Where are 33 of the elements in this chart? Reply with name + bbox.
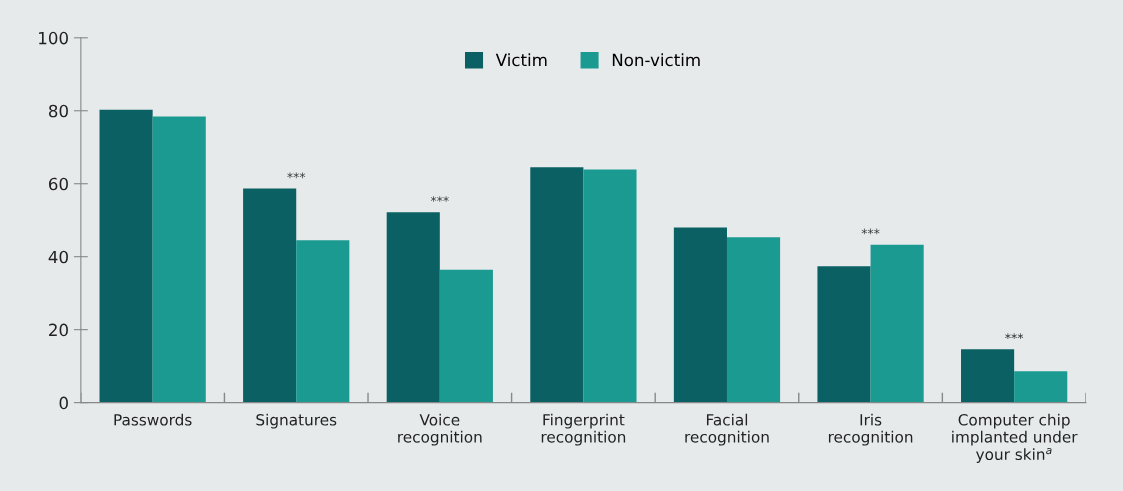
- bar: [386, 212, 440, 403]
- bar: [673, 227, 727, 403]
- y-tick-label: 60: [49, 177, 68, 191]
- y-tick-label: 20: [49, 323, 68, 337]
- legend-label: Non-victim: [612, 53, 700, 67]
- annotation: ***: [861, 228, 880, 235]
- annotation: ***: [1005, 333, 1024, 340]
- bar: [961, 349, 1015, 403]
- bar: [583, 169, 637, 403]
- bar: [1014, 371, 1068, 403]
- x-tick-label: Computer chip implanted under your skin$^{a}$: [952, 413, 1078, 464]
- annotation: ***: [287, 172, 306, 179]
- x-tick-label: Passwords: [114, 413, 192, 426]
- bar: [243, 188, 297, 403]
- y-tick-label: 100: [39, 31, 68, 45]
- y-tick-label: 0: [59, 396, 68, 410]
- bar: [99, 109, 153, 403]
- bar: [152, 116, 206, 403]
- bar: [726, 237, 781, 403]
- x-tick-label: Voice recognition: [398, 413, 482, 446]
- bar: [530, 167, 584, 403]
- x-tick-label: Iris recognition: [828, 413, 913, 446]
- x-tick-label: Fingerprint recognition: [541, 413, 626, 446]
- bar: [296, 240, 350, 403]
- y-tick-label: 80: [48, 104, 68, 118]
- bar: [817, 266, 871, 403]
- x-tick-label: Signatures: [256, 413, 337, 429]
- bar: [439, 269, 493, 403]
- bar: [870, 244, 924, 403]
- legend-label: Victim: [495, 53, 547, 67]
- annotation: ***: [430, 196, 449, 202]
- y-tick-label: 40: [48, 250, 68, 264]
- x-tick-label: Facial recognition: [685, 413, 769, 446]
